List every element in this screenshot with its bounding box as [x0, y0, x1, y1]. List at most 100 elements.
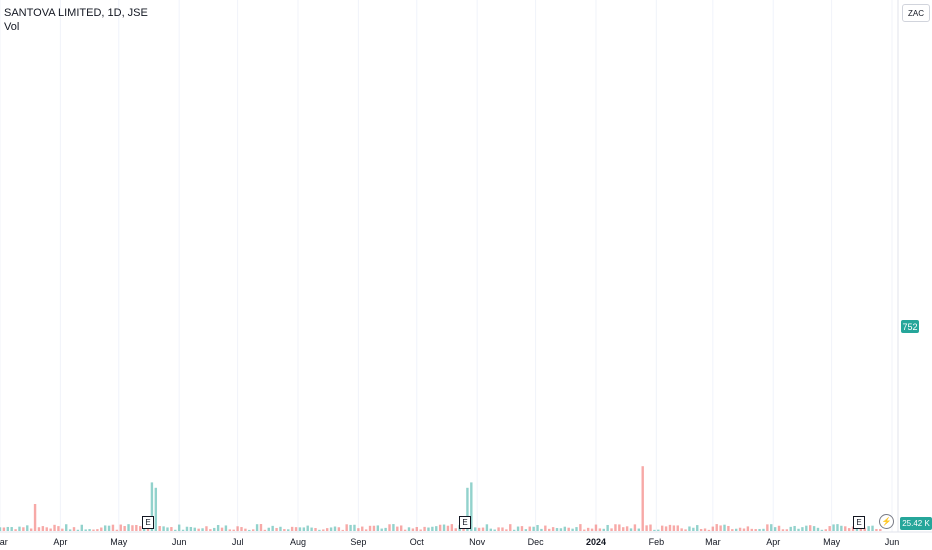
time-tick-label: Jun: [172, 537, 187, 547]
volume-bar: [22, 527, 25, 531]
volume-bar: [45, 527, 48, 531]
volume-bar: [707, 529, 711, 531]
volume-bar: [816, 527, 820, 531]
volume-bar: [536, 525, 539, 531]
volume-bar: [6, 526, 9, 531]
volume-bar: [664, 526, 668, 531]
time-tick-label: Jun: [885, 537, 900, 547]
volume-bar: [435, 526, 438, 531]
volume-bar: [275, 527, 278, 531]
time-axis[interactable]: Mar Apr May Jun Jul Aug Sep Oct Nov Dec 2024 Feb Mar…: [0, 537, 899, 547]
volume-bar: [438, 524, 442, 531]
volume-bar: [680, 528, 683, 531]
volume-bar: [699, 528, 703, 531]
volume-bar: [731, 529, 734, 531]
volume-bar: [357, 528, 360, 531]
earnings-marker[interactable]: E: [459, 516, 471, 529]
volume-bar: [875, 528, 878, 531]
volume-bar: [840, 525, 843, 531]
volume-bar: [660, 525, 664, 531]
volume-bar: [696, 525, 699, 531]
volume-bar: [349, 524, 352, 531]
volume-bar: [150, 482, 154, 531]
symbol-title[interactable]: SANTOVA LIMITED, 1D, JSE: [4, 7, 148, 19]
volume-bar: [489, 528, 492, 531]
volume-bar: [551, 527, 555, 531]
volume-bar: [294, 527, 298, 531]
earnings-marker[interactable]: E: [142, 516, 154, 529]
volume-bar: [388, 524, 391, 531]
volume-bar: [209, 529, 212, 531]
volume-bar: [711, 526, 715, 531]
volume-bar: [329, 527, 333, 531]
volume-bar: [493, 529, 496, 531]
volume-bar: [84, 529, 87, 531]
volume-bar: [509, 524, 512, 531]
volume-bar: [844, 526, 847, 531]
time-tick-label: Mar: [705, 537, 721, 547]
time-tick-label: Apr: [53, 537, 67, 547]
volume-bar: [14, 529, 17, 531]
volume-bar: [559, 528, 563, 531]
volume-bar: [750, 528, 753, 531]
volume-bar: [532, 526, 535, 531]
volume-bar: [801, 527, 804, 531]
time-tick-label: Nov: [469, 537, 486, 547]
volume-bar: [734, 528, 738, 531]
volume-bar: [446, 525, 450, 531]
volume-bar: [240, 527, 243, 531]
volume-bar: [614, 524, 617, 531]
volume-bar: [146, 527, 150, 531]
volume-bar: [746, 526, 750, 531]
volume-bar: [474, 527, 477, 531]
volume-bar: [871, 525, 874, 531]
volume-bar: [738, 527, 742, 531]
volume-bar: [602, 528, 605, 531]
volume-bar: [201, 528, 204, 531]
time-tick-label: Jul: [232, 537, 244, 547]
volume-bar: [189, 526, 193, 531]
volume-bar: [454, 528, 457, 531]
volume-bar: [524, 529, 528, 531]
earnings-marker[interactable]: E: [853, 516, 865, 529]
volume-bar: [785, 529, 789, 531]
volume-bar: [33, 504, 37, 531]
volume-bar: [781, 529, 785, 531]
volume-bar: [216, 525, 220, 531]
volume-bar: [185, 526, 189, 531]
volume-bar: [322, 529, 325, 531]
volume-bar: [411, 528, 415, 531]
volume-bar: [548, 528, 551, 531]
volume-bar: [298, 527, 302, 531]
volume-bar: [361, 526, 364, 531]
volume-bar: [2, 527, 6, 531]
volume-bar: [859, 528, 863, 531]
volume-bar: [380, 528, 383, 531]
volume-bar: [96, 529, 99, 531]
volume-bar: [244, 528, 247, 531]
volume-bar: [622, 527, 625, 531]
lightning-icon[interactable]: ⚡: [879, 514, 894, 529]
volume-bar: [310, 527, 313, 531]
volume-bar: [598, 528, 602, 531]
volume-bar: [333, 526, 337, 531]
volume-bar: [633, 524, 637, 531]
volume-bar: [431, 526, 434, 531]
volume-bar: [692, 527, 695, 531]
volume-bar: [809, 525, 812, 531]
currency-button[interactable]: ZAC: [902, 4, 930, 22]
volume-bar: [345, 524, 348, 531]
volume-bar: [142, 527, 146, 531]
volume-label[interactable]: Vol: [4, 21, 20, 33]
volume-bar: [672, 525, 676, 531]
volume-bar: [259, 524, 263, 531]
volume-bar: [115, 529, 119, 531]
volume-bar: [485, 524, 489, 531]
volume-bar: [610, 528, 613, 531]
volume-bar: [337, 527, 341, 531]
volume-bar: [415, 527, 418, 531]
volume-bar: [571, 528, 574, 531]
volume-bar: [516, 526, 520, 531]
volume-bar: [797, 528, 800, 531]
